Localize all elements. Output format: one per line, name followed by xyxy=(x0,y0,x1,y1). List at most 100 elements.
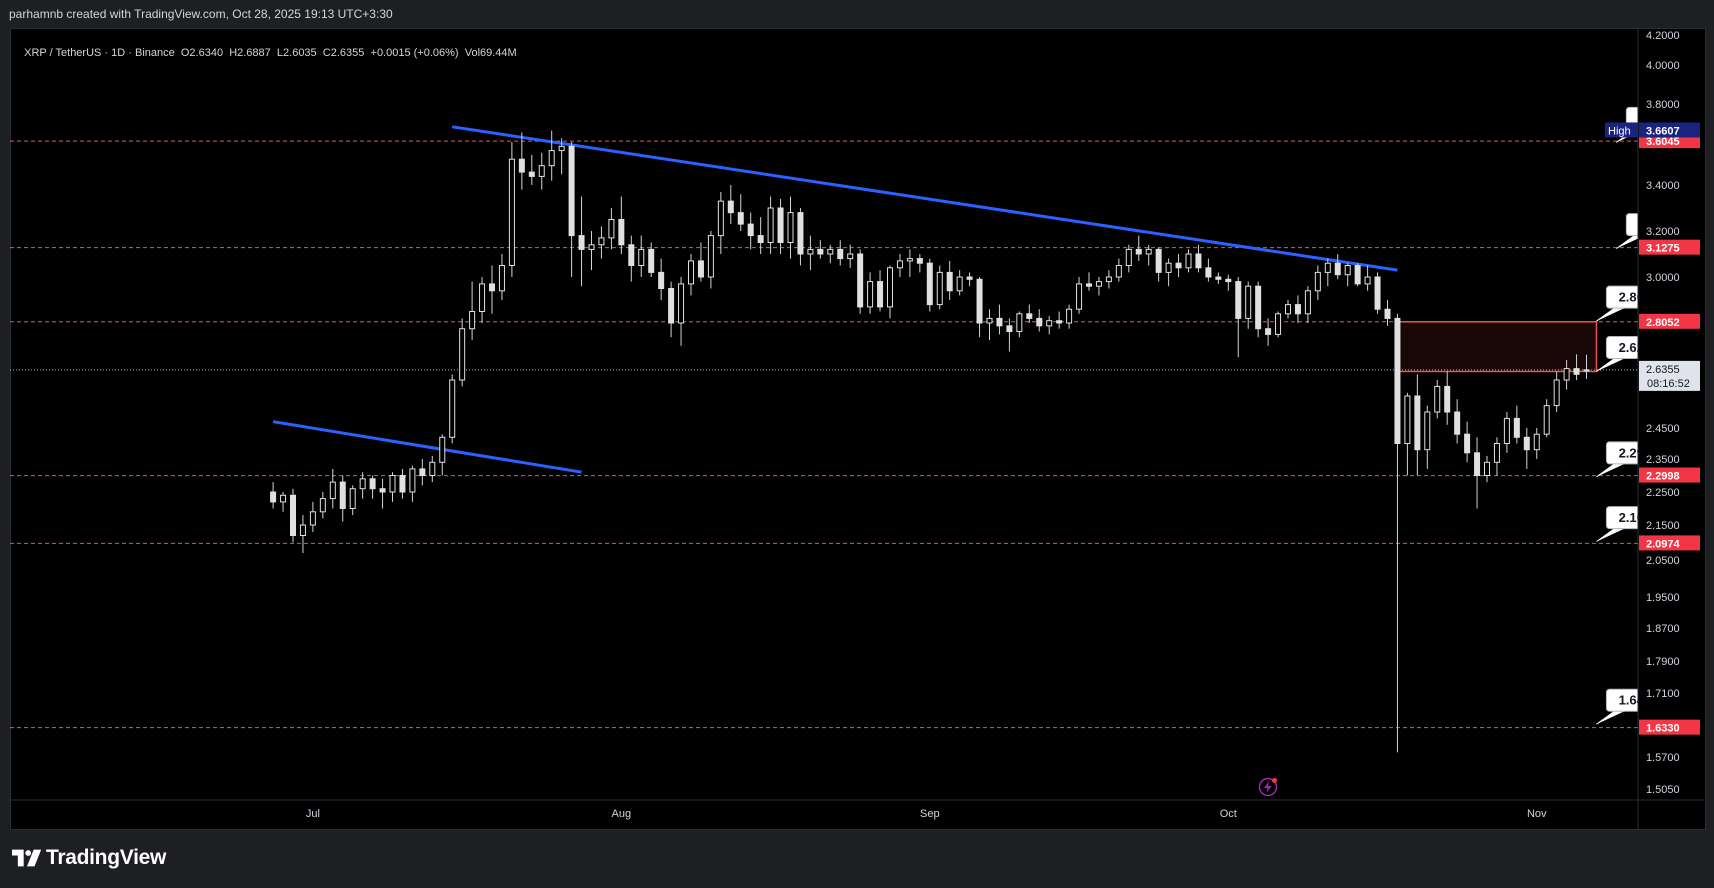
alert-bolt-icon[interactable] xyxy=(1257,776,1279,798)
trendline[interactable] xyxy=(451,125,1398,272)
candle[interactable] xyxy=(409,465,416,502)
candle[interactable] xyxy=(270,482,277,509)
candle[interactable] xyxy=(1125,244,1132,273)
candle[interactable] xyxy=(1304,286,1311,323)
candle[interactable] xyxy=(668,281,675,338)
candle[interactable] xyxy=(867,272,874,314)
candle[interactable] xyxy=(469,281,476,341)
candle[interactable] xyxy=(916,254,923,273)
candle[interactable] xyxy=(777,198,784,254)
candle[interactable] xyxy=(1493,437,1500,476)
candle[interactable] xyxy=(797,208,804,266)
candle[interactable] xyxy=(1533,428,1540,459)
candle[interactable] xyxy=(1503,412,1510,453)
candle[interactable] xyxy=(1394,313,1401,753)
candle[interactable] xyxy=(339,475,346,522)
candle[interactable] xyxy=(1086,272,1092,291)
candle[interactable] xyxy=(817,240,824,259)
candle[interactable] xyxy=(996,304,1003,335)
candle[interactable] xyxy=(329,468,336,509)
candle[interactable] xyxy=(1344,263,1351,287)
candle[interactable] xyxy=(1553,371,1560,412)
candle[interactable] xyxy=(1424,405,1431,469)
candle[interactable] xyxy=(1105,270,1112,289)
candle[interactable] xyxy=(1454,399,1461,444)
candle[interactable] xyxy=(1543,399,1550,438)
candle[interactable] xyxy=(976,277,983,338)
candle[interactable] xyxy=(658,258,665,300)
candle[interactable] xyxy=(399,468,406,499)
candle[interactable] xyxy=(1155,247,1162,282)
candle[interactable] xyxy=(429,455,436,483)
price-chart[interactable]: 3.59803.12332.80792.62992.29582.10251.64… xyxy=(0,0,1714,830)
candle[interactable] xyxy=(518,132,525,190)
candle[interactable] xyxy=(1414,374,1421,476)
candle[interactable] xyxy=(280,492,287,512)
candle[interactable] xyxy=(1036,309,1043,332)
candle[interactable] xyxy=(618,196,625,255)
candle[interactable] xyxy=(986,309,993,341)
candle[interactable] xyxy=(1145,244,1152,266)
candle[interactable] xyxy=(1484,455,1490,483)
candle[interactable] xyxy=(528,154,535,185)
candle[interactable] xyxy=(906,249,913,277)
candle[interactable] xyxy=(1205,258,1212,282)
candle[interactable] xyxy=(349,485,356,516)
candle[interactable] xyxy=(1076,277,1083,314)
candle[interactable] xyxy=(827,244,834,264)
candle[interactable] xyxy=(1364,265,1371,291)
candle[interactable] xyxy=(757,217,764,254)
candle[interactable] xyxy=(319,492,326,519)
candle[interactable] xyxy=(966,272,973,287)
candle[interactable] xyxy=(1026,304,1033,323)
candle[interactable] xyxy=(717,191,724,254)
candle[interactable] xyxy=(1434,380,1441,419)
candle[interactable] xyxy=(439,434,446,476)
candle[interactable] xyxy=(638,235,645,277)
candle[interactable] xyxy=(896,254,903,277)
candle[interactable] xyxy=(379,478,386,509)
candle[interactable] xyxy=(628,235,635,282)
candle[interactable] xyxy=(787,196,794,259)
candle[interactable] xyxy=(1095,277,1102,296)
candle[interactable] xyxy=(1314,265,1321,301)
candle[interactable] xyxy=(678,277,685,346)
candle[interactable] xyxy=(1573,354,1580,380)
candle[interactable] xyxy=(648,242,655,278)
candle[interactable] xyxy=(419,459,426,486)
candle[interactable] xyxy=(877,270,884,312)
candle[interactable] xyxy=(936,265,943,310)
candle[interactable] xyxy=(1135,235,1142,261)
candle[interactable] xyxy=(1185,249,1192,273)
candle[interactable] xyxy=(1404,392,1411,476)
candle[interactable] xyxy=(767,196,774,255)
candle[interactable] xyxy=(1245,281,1252,329)
candle[interactable] xyxy=(1354,263,1361,287)
candle[interactable] xyxy=(508,142,515,277)
candle[interactable] xyxy=(369,475,376,499)
candle[interactable] xyxy=(697,242,704,282)
candle[interactable] xyxy=(727,185,734,225)
candle[interactable] xyxy=(956,270,963,296)
trendline[interactable] xyxy=(272,420,582,474)
candle[interactable] xyxy=(598,226,605,259)
candle[interactable] xyxy=(1334,254,1341,280)
candle[interactable] xyxy=(1225,274,1232,291)
candle[interactable] xyxy=(1513,405,1520,444)
symbol-legend[interactable]: XRP / TetherUS · 1D · Binance O2.6340 H2… xyxy=(18,35,517,59)
candle[interactable] xyxy=(1523,428,1530,469)
candle[interactable] xyxy=(847,244,854,268)
candle[interactable] xyxy=(1474,437,1481,509)
tradingview-brand[interactable]: TradingView xyxy=(12,846,166,870)
candle[interactable] xyxy=(558,138,565,175)
candle[interactable] xyxy=(1115,258,1122,282)
candle[interactable] xyxy=(1285,300,1291,319)
candle[interactable] xyxy=(1464,421,1471,463)
candle[interactable] xyxy=(1384,300,1391,326)
candle[interactable] xyxy=(489,265,495,314)
candle[interactable] xyxy=(807,235,814,271)
candle[interactable] xyxy=(309,501,316,532)
candle[interactable] xyxy=(498,254,505,300)
candle[interactable] xyxy=(887,265,893,319)
candle[interactable] xyxy=(1255,281,1262,338)
